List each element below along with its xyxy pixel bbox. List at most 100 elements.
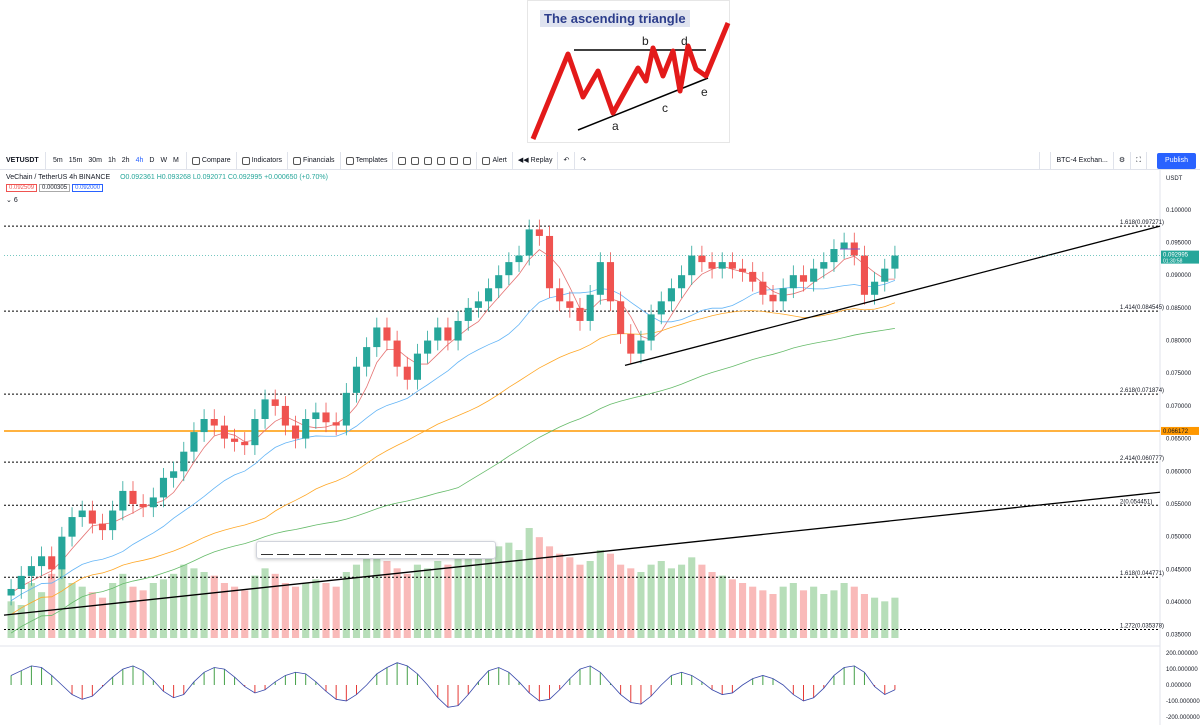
tool-icon[interactable] <box>341 545 353 555</box>
volume-bar <box>820 594 828 638</box>
shortcut-icon[interactable] <box>411 156 420 165</box>
candle-body <box>810 268 818 282</box>
volume-bar <box>637 572 645 638</box>
oscillator-tick-label: 0.000000 <box>1166 683 1192 689</box>
moving-average-line <box>10 327 895 634</box>
timeframe-2h[interactable]: 2h <box>121 157 130 164</box>
candle-body <box>556 288 564 302</box>
redo-button[interactable]: ↷ <box>574 151 591 170</box>
volume-bar <box>708 572 716 638</box>
volume-bar <box>210 575 218 638</box>
tool-icon[interactable] <box>469 545 481 555</box>
fib-level-label: 2(0.054451) <box>1120 499 1152 505</box>
buy-price-box[interactable]: 0.092000 <box>72 184 104 192</box>
candle-body <box>170 471 178 478</box>
templates-button[interactable]: Templates <box>339 151 393 170</box>
volume-bar <box>718 575 726 638</box>
long-term-trendline <box>3 491 1161 616</box>
price-chart[interactable]: USDT 0.100000 0.095000 0.090000 0.085000 0.08… <box>0 170 1200 725</box>
timeframe-M[interactable]: M <box>173 157 179 164</box>
sell-price-box[interactable]: 0.092509 <box>6 184 38 192</box>
shortcut-icon[interactable] <box>424 156 433 165</box>
compare-button[interactable]: Compare <box>185 151 236 170</box>
y-tick-label: 0.040000 <box>1166 600 1192 606</box>
timeframe-15m[interactable]: 15m <box>68 157 83 164</box>
drag-handle-icon[interactable] <box>261 545 273 555</box>
volume-bar <box>159 579 168 638</box>
publish-button[interactable]: Publish <box>1157 153 1196 169</box>
oscillator-tick-label: 200.000000 <box>1166 651 1198 657</box>
candle-body <box>708 262 716 269</box>
shortcut-icon[interactable] <box>463 156 472 165</box>
shortcut-icon[interactable] <box>437 156 446 165</box>
volume-bar <box>312 579 320 638</box>
tool-icon[interactable] <box>437 545 449 555</box>
timeframe-1h[interactable]: 1h <box>107 157 116 164</box>
volume-bar <box>779 586 787 638</box>
candle-body <box>180 451 188 472</box>
tool-icon[interactable] <box>357 545 369 555</box>
volume-bar <box>342 572 350 638</box>
tool-icon[interactable] <box>453 545 465 555</box>
tool-icon[interactable] <box>293 545 305 555</box>
timeframe-5m[interactable]: 5m <box>53 157 63 164</box>
tool-icon[interactable] <box>309 545 321 555</box>
indicators-button[interactable]: Indicators <box>235 151 287 170</box>
tool-icon[interactable] <box>325 545 337 555</box>
indicator-collapse[interactable]: ⌄ 6 <box>6 196 328 204</box>
y-tick-label: 0.075000 <box>1166 371 1192 377</box>
volume-bar <box>840 583 848 638</box>
volume-bar <box>617 564 625 638</box>
layout-button[interactable] <box>1039 152 1050 170</box>
timeframe-4h[interactable]: 4h <box>135 157 144 164</box>
snapshot-button[interactable] <box>1146 152 1157 170</box>
tool-icon[interactable] <box>405 545 417 555</box>
exchange-select[interactable]: BTC-4 Exchan... <box>1050 152 1112 170</box>
y-tick-label: 0.085000 <box>1166 306 1192 312</box>
last-price-tag <box>1161 250 1199 264</box>
alarm-clock-icon <box>482 156 491 165</box>
replay-button[interactable]: ◀◀ Replay <box>511 151 558 170</box>
symbol-search[interactable]: VETUSDT <box>0 151 46 170</box>
candle-body <box>779 288 787 302</box>
candle-body <box>251 419 259 446</box>
volume-bar <box>485 553 493 638</box>
candle-body <box>78 510 86 518</box>
alert-button[interactable]: Alert <box>476 151 511 170</box>
settings-button[interactable]: ⚙ <box>1112 152 1130 170</box>
tool-icon[interactable] <box>373 545 385 555</box>
shortcut-icon[interactable] <box>450 156 459 165</box>
timeframe-30m[interactable]: 30m <box>88 157 102 164</box>
candle-body <box>38 556 46 567</box>
tool-icon[interactable] <box>389 545 401 555</box>
candle-body <box>688 255 696 276</box>
volume-bar <box>830 590 838 638</box>
chart-legend: VeChain / TetherUS 4h BINANCE O0.092361 … <box>6 174 328 204</box>
tool-icon[interactable] <box>421 545 433 555</box>
timeframe-W[interactable]: W <box>160 157 168 164</box>
candle-body <box>261 399 269 419</box>
undo-button[interactable]: ↶ <box>557 151 574 170</box>
volume-bar <box>850 586 858 638</box>
replay-label: Replay <box>530 156 553 164</box>
candle-body <box>728 262 736 269</box>
candle-body <box>210 419 218 426</box>
tool-icon[interactable] <box>277 545 289 555</box>
candle-body <box>68 517 76 537</box>
volume-bar <box>220 583 228 638</box>
candle-body <box>474 301 482 308</box>
ohlc-values: O0.092361 H0.093268 L0.092071 C0.092995 … <box>120 174 328 181</box>
shortcut-icon[interactable] <box>398 156 407 165</box>
financials-button[interactable]: Financials <box>287 151 340 170</box>
candle-body <box>799 275 808 282</box>
label-e: e <box>701 85 708 99</box>
fullscreen-button[interactable]: ⛶ <box>1130 152 1146 170</box>
candle-body <box>231 438 239 442</box>
volume-bar <box>495 546 503 638</box>
volume-bar <box>58 564 66 638</box>
candle-body <box>637 340 645 354</box>
candle-body <box>596 262 604 295</box>
candle-body <box>535 229 543 236</box>
fib-level-label: 1.272(0.035378) <box>1120 624 1164 630</box>
timeframe-D[interactable]: D <box>149 157 155 164</box>
